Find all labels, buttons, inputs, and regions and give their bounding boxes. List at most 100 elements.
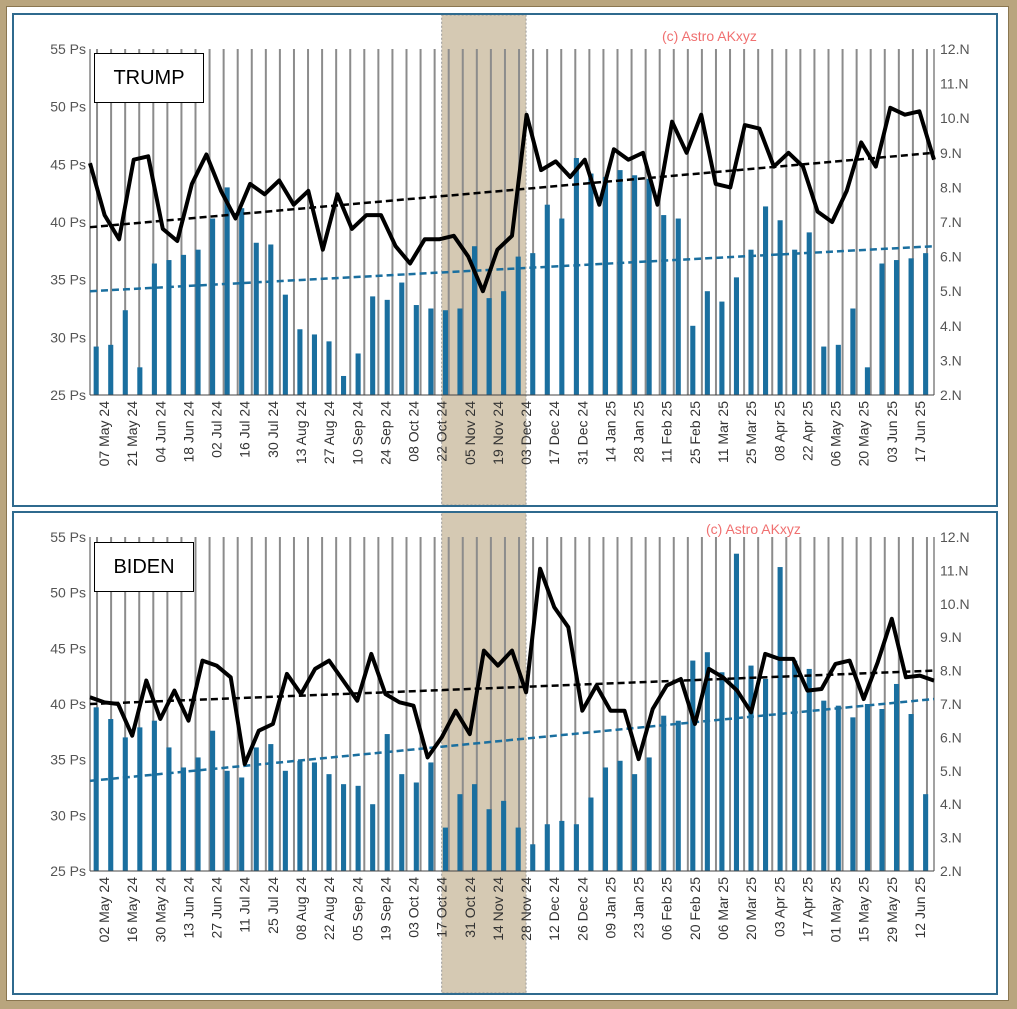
x-axis-tick-label: 16 May 24 <box>124 877 140 943</box>
data-bar <box>544 204 550 395</box>
data-bar <box>777 220 783 395</box>
right-axis-tick-label: 5.N <box>940 763 962 779</box>
data-bar <box>108 344 114 395</box>
right-axis-tick-label: 4.N <box>940 318 962 334</box>
data-bar <box>253 747 259 871</box>
data-bar <box>632 175 638 395</box>
data-bar <box>602 177 609 395</box>
x-axis-tick-label: 02 Jul 24 <box>209 401 225 458</box>
x-axis-tick-label: 14 Jan 25 <box>602 401 618 463</box>
data-bar <box>632 774 638 871</box>
right-axis-tick-label: 7.N <box>940 214 962 230</box>
x-axis-tick-label: 06 Feb 25 <box>659 877 675 940</box>
x-axis-tick-label: 05 Nov 24 <box>462 401 478 465</box>
index-line-series <box>88 105 936 294</box>
x-axis-tick-label: 22 Oct 24 <box>434 401 450 462</box>
watermark-text: (c) Astro AKxyz <box>662 28 757 44</box>
data-bar <box>850 717 856 871</box>
data-bar <box>326 341 332 395</box>
left-axis-tick-label: 25 Ps <box>50 863 86 879</box>
data-bar <box>588 797 594 871</box>
data-bar <box>297 760 303 871</box>
data-bar <box>748 249 754 395</box>
left-axis-tick-label: 25 Ps <box>50 387 86 403</box>
data-bar <box>835 344 841 395</box>
data-bar <box>617 760 623 871</box>
x-axis-tick-label: 03 Dec 24 <box>518 401 534 465</box>
x-axis-tick-label: 23 Jan 25 <box>631 877 647 939</box>
data-bar <box>137 367 143 395</box>
right-axis-tick-label: 6.N <box>940 729 962 745</box>
right-axis-tick-label: 11.N <box>940 76 969 92</box>
data-bar <box>704 291 710 395</box>
x-axis-tick-label: 13 Jun 24 <box>180 877 196 939</box>
left-axis-tick-label: 45 Ps <box>50 640 86 656</box>
data-bar <box>573 157 579 395</box>
chart-title-label: TRUMP <box>94 53 204 103</box>
x-axis-tick-label: 31 Oct 24 <box>462 877 478 938</box>
x-axis-tick-label: 24 Sep 24 <box>377 401 393 465</box>
left-axis-tick-label: 40 Ps <box>50 696 86 712</box>
data-bar <box>384 734 390 871</box>
data-bar <box>486 809 492 871</box>
x-axis-tick-label: 22 Apr 25 <box>799 401 815 461</box>
data-bar <box>486 298 492 395</box>
left-axis-tick-label: 45 Ps <box>50 156 86 172</box>
left-axis-tick-label: 50 Ps <box>50 99 86 115</box>
data-bar <box>719 672 725 871</box>
data-bar <box>311 762 318 871</box>
data-bar <box>151 263 157 395</box>
data-bar <box>210 218 216 395</box>
x-axis-tick-label: 20 Mar 25 <box>743 877 759 940</box>
data-bar <box>370 296 376 395</box>
right-axis-tick-label: 10.N <box>940 596 970 612</box>
data-bar <box>806 668 812 871</box>
data-bar <box>879 709 885 871</box>
x-axis-tick-label: 21 May 24 <box>124 401 140 467</box>
data-bar <box>835 705 841 871</box>
x-axis-tick-label: 26 Dec 24 <box>574 877 590 941</box>
x-axis-tick-label: 28 Jan 25 <box>631 401 647 463</box>
right-axis-tick-label: 2.N <box>940 863 962 879</box>
left-axis-tick-label: 35 Ps <box>50 752 86 768</box>
x-axis-tick-label: 18 Jun 24 <box>180 401 196 463</box>
data-bar <box>733 553 740 871</box>
data-bar <box>588 173 594 395</box>
data-bar <box>923 253 929 395</box>
data-bar <box>471 784 478 871</box>
x-axis-tick-label: 03 Apr 25 <box>771 877 787 937</box>
data-bar <box>501 800 507 871</box>
data-bar <box>763 206 769 395</box>
x-axis-tick-label: 19 Sep 24 <box>377 877 393 941</box>
x-axis-tick-label: 17 Oct 24 <box>434 877 450 938</box>
right-axis-tick-label: 7.N <box>940 696 962 712</box>
right-axis-tick-label: 3.N <box>940 830 962 846</box>
x-axis-tick-label: 31 Dec 24 <box>574 401 590 465</box>
data-bar <box>893 260 900 395</box>
data-bar <box>646 757 652 871</box>
data-bar <box>923 794 929 871</box>
x-axis-tick-label: 01 May 25 <box>828 877 844 943</box>
data-bar <box>864 367 870 395</box>
data-bar <box>355 353 361 395</box>
data-bar <box>850 308 856 395</box>
x-axis-tick-label: 08 Oct 24 <box>406 401 422 462</box>
x-axis-tick-label: 25 Mar 25 <box>743 401 759 464</box>
x-axis-tick-label: 11 Jul 24 <box>237 877 253 933</box>
data-bar <box>428 308 434 395</box>
x-axis-tick-label: 06 Mar 25 <box>715 877 731 940</box>
x-axis-tick-label: 20 May 25 <box>856 401 872 467</box>
x-axis-tick-label: 06 May 25 <box>828 401 844 467</box>
x-axis-tick-label: 22 Aug 24 <box>321 877 337 940</box>
data-bar <box>457 308 463 395</box>
data-bar <box>602 767 609 871</box>
right-axis-tick-label: 2.N <box>940 387 962 403</box>
right-axis-tick-label: 11.N <box>940 562 969 578</box>
data-bar <box>704 652 710 871</box>
data-bar <box>471 246 478 395</box>
data-bar <box>515 256 521 395</box>
x-axis-tick-label: 20 Feb 25 <box>687 877 703 940</box>
trump-chart-svg: 55 Ps 50 Ps 45 Ps 40 Ps 35 Ps 30 Ps 25 Ps 12.N 1… <box>50 15 970 505</box>
data-bar <box>108 719 114 871</box>
right-axis-tick-label: 12.N <box>940 529 970 545</box>
